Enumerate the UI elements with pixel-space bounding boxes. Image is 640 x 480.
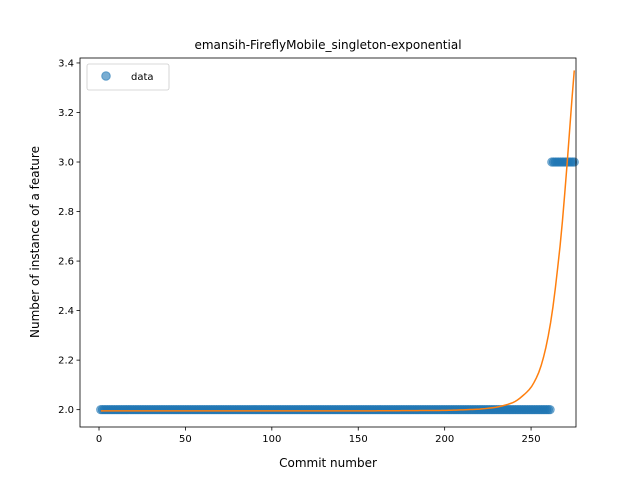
x-tick-label: 50 bbox=[179, 434, 192, 445]
fit-line bbox=[100, 70, 576, 412]
x-tick-label: 200 bbox=[435, 434, 454, 445]
data-point bbox=[545, 405, 555, 415]
y-axis-label: Number of instance of a feature bbox=[28, 146, 42, 338]
legend: data bbox=[86, 63, 170, 91]
y-tick-label: 2.0 bbox=[58, 405, 74, 416]
data-point bbox=[569, 157, 579, 167]
legend-marker-data bbox=[101, 71, 111, 81]
y-tick-label: 2.6 bbox=[58, 257, 74, 268]
y-tick-label: 3.4 bbox=[58, 58, 74, 69]
legend-box bbox=[86, 63, 170, 91]
chart-title: emansih-FireflyMobile_singleton-exponent… bbox=[194, 38, 461, 52]
x-tick-label: 0 bbox=[96, 434, 102, 445]
y-axis-ticks: 2.0 2.2 2.4 2.6 2.8 3.0 3.2 3.4 bbox=[58, 58, 80, 416]
x-tick-label: 150 bbox=[349, 434, 368, 445]
y-tick-label: 2.4 bbox=[58, 306, 74, 317]
y-tick-label: 3.2 bbox=[58, 108, 74, 119]
y-tick-label: 2.8 bbox=[58, 207, 74, 218]
plot-frame bbox=[79, 57, 577, 428]
x-axis-label: Commit number bbox=[279, 456, 377, 470]
x-tick-label: 250 bbox=[522, 434, 541, 445]
x-axis-ticks: 0 50 100 150 200 250 bbox=[96, 427, 541, 445]
y-tick-label: 2.2 bbox=[58, 356, 74, 367]
plot-area bbox=[80, 58, 576, 427]
y-tick-label: 3.0 bbox=[58, 158, 74, 169]
legend-label-data: data bbox=[131, 72, 154, 83]
x-tick-label: 100 bbox=[262, 434, 281, 445]
series-layer bbox=[96, 70, 579, 415]
